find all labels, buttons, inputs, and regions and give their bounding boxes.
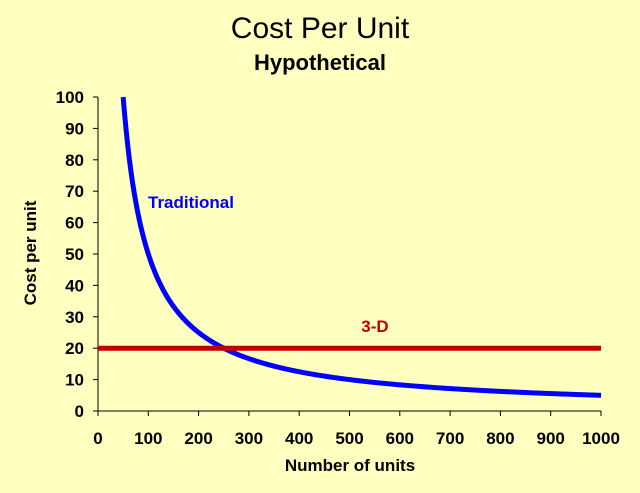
- y-axis-label: Cost per unit: [21, 200, 40, 305]
- x-tick-label: 800: [486, 429, 514, 448]
- x-tick-label: 600: [386, 429, 414, 448]
- x-tick-label: 400: [285, 429, 313, 448]
- x-tick-label: 0: [93, 429, 102, 448]
- y-tick-label: 70: [65, 182, 84, 201]
- y-tick-label: 0: [75, 402, 84, 421]
- x-axis-label: Number of units: [285, 456, 415, 475]
- y-tick-label: 20: [65, 339, 84, 358]
- x-tick-label: 500: [335, 429, 363, 448]
- y-tick-label: 10: [65, 371, 84, 390]
- series-line-traditional: [120, 96, 602, 398]
- y-tick-label: 60: [65, 214, 84, 233]
- x-tick-label: 1000: [582, 429, 620, 448]
- chart-title: Cost Per Unit: [231, 12, 410, 45]
- chart-subtitle: Hypothetical: [254, 50, 386, 75]
- y-tick-label: 40: [65, 276, 84, 295]
- x-tick-label: 900: [537, 429, 565, 448]
- y-tick-label: 90: [65, 119, 84, 138]
- x-tick-label: 200: [184, 429, 212, 448]
- y-tick-label: 100: [56, 88, 84, 107]
- x-tick-label: 700: [436, 429, 464, 448]
- y-tick-label: 30: [65, 308, 84, 327]
- y-tick-label: 50: [65, 245, 84, 264]
- series-label-traditional: Traditional: [148, 193, 234, 212]
- x-tick-label: 100: [134, 429, 162, 448]
- y-tick-label: 80: [65, 151, 84, 170]
- series-label-3-d: 3-D: [361, 317, 388, 336]
- x-tick-label: 300: [235, 429, 263, 448]
